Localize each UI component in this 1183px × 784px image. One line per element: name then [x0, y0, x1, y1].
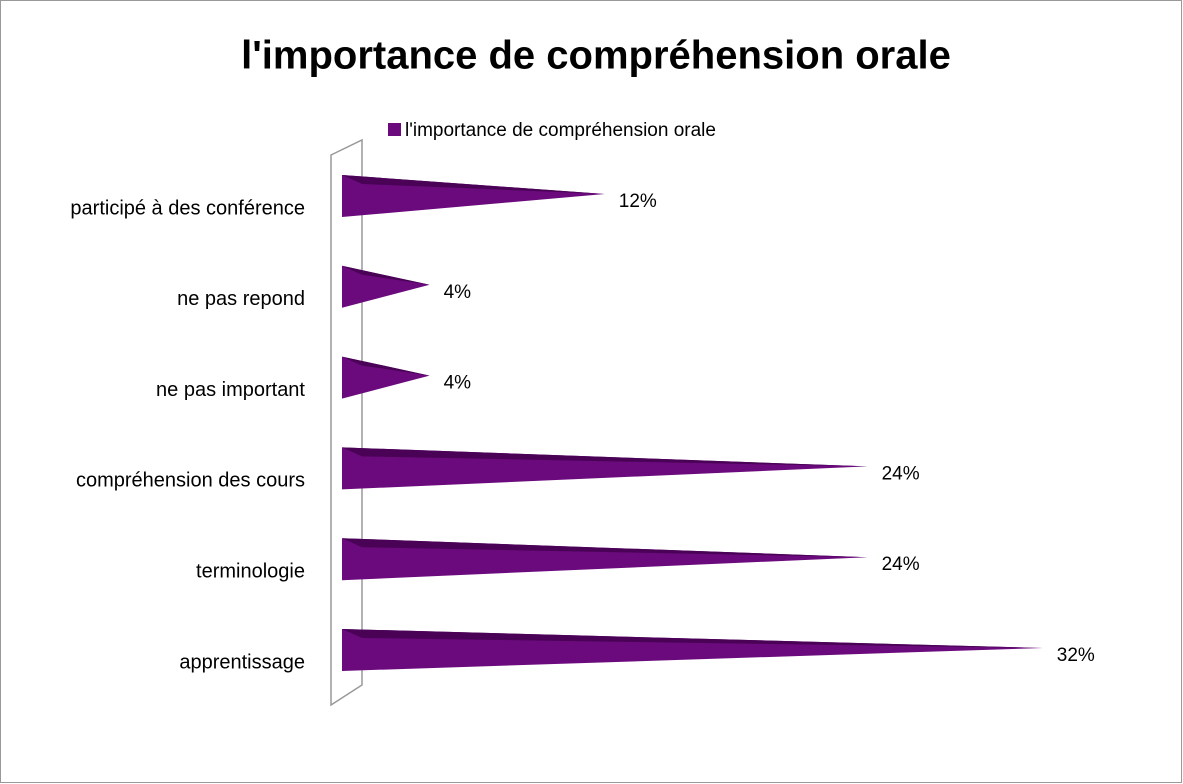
data-label: 32% — [1057, 645, 1095, 666]
cone-bar-top — [342, 447, 868, 467]
cone-bar — [342, 265, 430, 308]
cone-bar-top — [342, 356, 430, 376]
data-label: 12% — [619, 191, 657, 212]
legend-swatch — [388, 123, 401, 136]
y-tick-label: participé à des conférence — [70, 197, 305, 219]
back-wall — [330, 138, 363, 707]
y-tick-label: compréhension des cours — [76, 470, 305, 492]
data-label: 4% — [444, 282, 472, 303]
cone-bar-top — [342, 538, 868, 558]
cone-bar-top — [342, 629, 1043, 648]
chart-title: l'importance de compréhension orale — [241, 34, 951, 78]
y-tick-label: ne pas repond — [177, 288, 305, 310]
cone-bar-top — [342, 175, 605, 194]
y-tick-label: terminologie — [196, 560, 305, 582]
data-label: 4% — [444, 373, 472, 394]
data-label: 24% — [882, 554, 920, 575]
cone-bar-top — [342, 265, 430, 285]
y-tick-label: apprentissage — [179, 651, 305, 673]
cone-bar — [342, 356, 430, 399]
y-tick-label: ne pas important — [156, 379, 305, 401]
legend-label: l'importance de compréhension orale — [405, 120, 716, 141]
data-label: 24% — [882, 463, 920, 484]
